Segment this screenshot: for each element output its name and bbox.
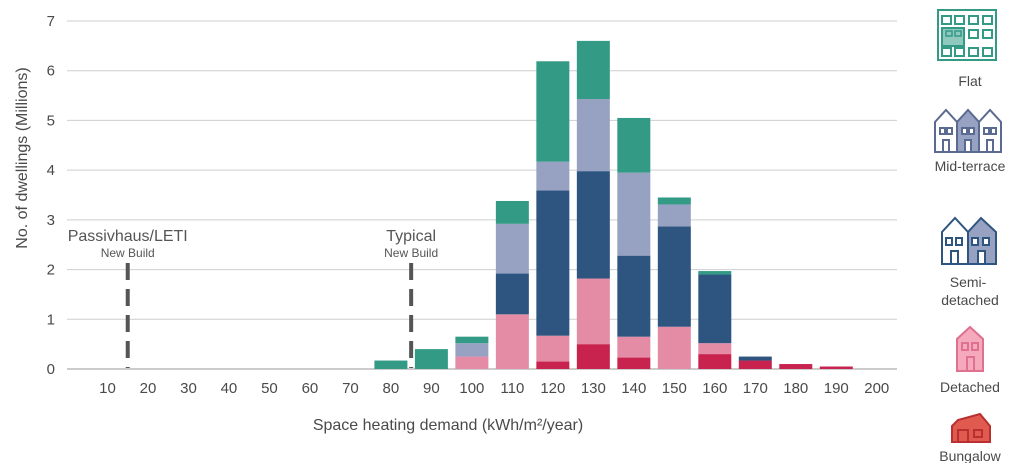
x-tick-label: 140 xyxy=(621,380,646,397)
x-axis-ticks: 10 20 30 40 50 60 70 80 90 100 110 120 130 140 150 160 1… xyxy=(99,380,889,397)
bar-segment-detached xyxy=(698,343,732,355)
bar-segment-flat xyxy=(657,197,691,205)
bar-segment-semi-detached xyxy=(536,190,570,336)
x-tick-label: 30 xyxy=(180,380,197,397)
bar-segment-flat xyxy=(414,349,448,369)
x-tick-label: 100 xyxy=(459,380,484,397)
annotation-label: Typical xyxy=(386,228,436,245)
bar-segment-semi-detached xyxy=(738,356,772,361)
x-tick-label: 200 xyxy=(864,380,889,397)
bar-segment-mid-terrace xyxy=(495,223,529,274)
bar-segment-flat xyxy=(698,271,732,275)
bar-segment-bungalow xyxy=(738,360,772,369)
legend-label-semi-detached: Semi- detached xyxy=(941,274,999,308)
y-tick-label: 4 xyxy=(47,162,55,179)
bar-segment-detached xyxy=(495,314,529,369)
bar-segment-semi-detached xyxy=(657,226,691,327)
y-tick-label: 0 xyxy=(47,361,55,378)
x-tick-label: 150 xyxy=(662,380,687,397)
bar-segment-semi-detached xyxy=(698,274,732,344)
y-tick-label: 3 xyxy=(47,212,55,229)
x-tick-label: 120 xyxy=(540,380,565,397)
mid-terrace-icon xyxy=(934,108,1002,153)
annotation-sublabel: New Build xyxy=(101,246,155,260)
x-tick-label: 190 xyxy=(824,380,849,397)
detached-icon xyxy=(956,325,984,372)
bar-segment-detached xyxy=(455,356,489,369)
bar-segment-semi-detached xyxy=(617,255,651,337)
legend-label-mid-terrace: Mid-terrace xyxy=(935,158,1006,174)
annotation-label: Passivhaus/LETI xyxy=(68,228,188,245)
bar-segment-mid-terrace xyxy=(657,204,691,227)
x-tick-label: 20 xyxy=(140,380,157,397)
bar-segment-flat xyxy=(576,40,610,100)
bar-segment-bungalow xyxy=(617,357,651,369)
bars xyxy=(374,40,853,369)
y-tick-label: 5 xyxy=(47,112,55,129)
bar-segment-bungalow xyxy=(576,344,610,369)
x-tick-label: 50 xyxy=(261,380,278,397)
bar-segment-flat xyxy=(455,336,489,344)
x-tick-label: 60 xyxy=(302,380,319,397)
y-tick-label: 1 xyxy=(47,311,55,328)
bar-segment-mid-terrace xyxy=(455,343,489,357)
gridlines xyxy=(67,20,897,370)
bar-segment-flat xyxy=(374,360,408,369)
bar-segment-detached xyxy=(576,278,610,345)
bar-segment-detached xyxy=(657,326,691,369)
bar-segment-mid-terrace xyxy=(617,172,651,256)
x-tick-label: 40 xyxy=(221,380,238,397)
x-tick-label: 110 xyxy=(500,380,524,397)
y-tick-label: 6 xyxy=(47,63,55,80)
x-tick-label: 80 xyxy=(383,380,400,397)
x-tick-label: 10 xyxy=(99,380,116,397)
legend-label-detached: Detached xyxy=(940,379,1000,395)
bar-segment-semi-detached xyxy=(576,171,610,279)
x-tick-label: 180 xyxy=(783,380,808,397)
legend-label-flat: Flat xyxy=(958,73,981,89)
x-axis-label: Space heating demand (kWh/m²/year) xyxy=(313,417,583,434)
bar-segment-flat xyxy=(617,117,651,173)
bar-segment-bungalow xyxy=(698,354,732,369)
bar-segment-mid-terrace xyxy=(536,161,570,191)
x-tick-label: 130 xyxy=(581,380,606,397)
y-tick-label: 2 xyxy=(47,262,55,279)
bar-segment-semi-detached xyxy=(495,273,529,315)
bar-segment-flat xyxy=(536,61,570,162)
y-axis-ticks: 0 1 2 3 4 5 6 7 xyxy=(47,13,55,378)
bar-segment-detached xyxy=(617,336,651,358)
bar-segment-bungalow xyxy=(779,364,813,369)
x-tick-label: 160 xyxy=(702,380,727,397)
annotation-sublabel: New Build xyxy=(384,246,438,260)
bar-segment-bungalow xyxy=(819,366,853,369)
x-tick-label: 170 xyxy=(743,380,768,397)
flat-icon xyxy=(937,9,997,61)
semi-detached-icon xyxy=(941,216,997,265)
x-tick-label: 70 xyxy=(342,380,359,397)
bungalow-icon xyxy=(951,412,991,443)
bar-segment-flat xyxy=(495,200,529,224)
bar-segment-bungalow xyxy=(536,361,570,369)
bar-segment-detached xyxy=(536,335,570,362)
bar-segment-mid-terrace xyxy=(576,99,610,172)
legend-label-bungalow: Bungalow xyxy=(939,448,1001,463)
x-tick-label: 90 xyxy=(423,380,440,397)
y-tick-label: 7 xyxy=(47,13,55,30)
y-axis-label: No. of dwellings (Millions) xyxy=(14,67,31,248)
